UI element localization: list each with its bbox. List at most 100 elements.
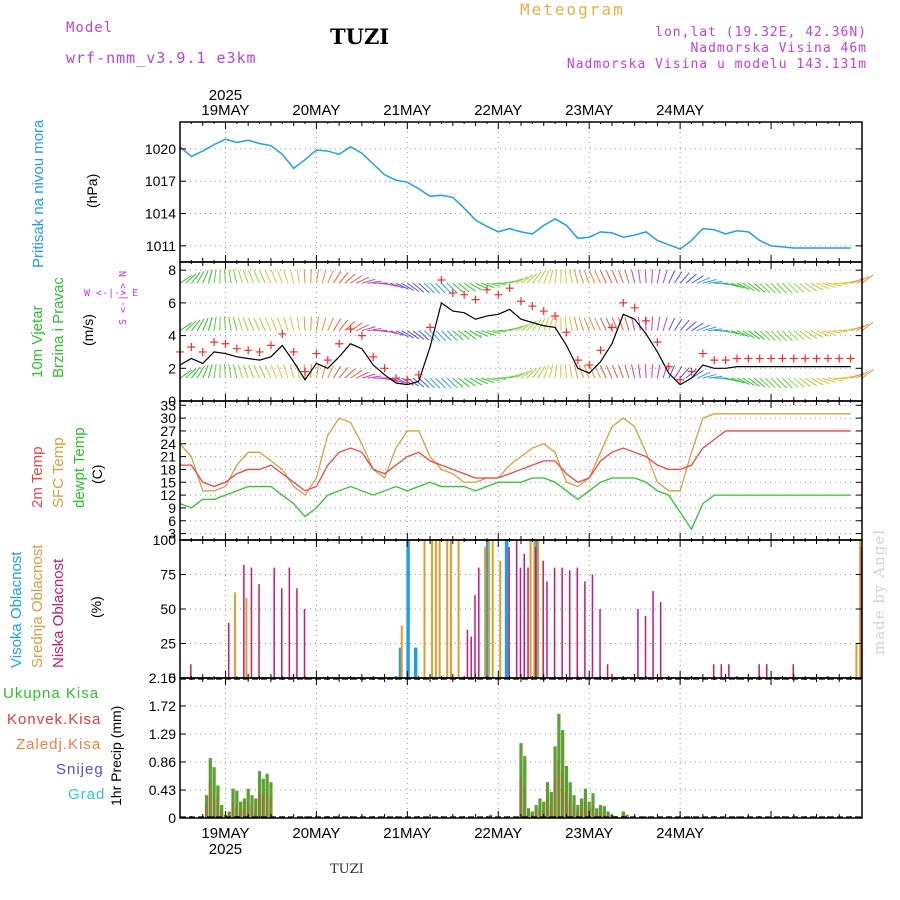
y-tick-label: 8	[168, 262, 176, 278]
wind-arrow	[475, 330, 489, 337]
wind-arrow	[242, 364, 249, 379]
wind-gust-marker	[448, 289, 457, 298]
wind-gust-marker	[357, 331, 366, 340]
wind-arrow	[350, 275, 363, 284]
wind-arrow	[247, 270, 255, 284]
wind-arrow	[264, 317, 272, 331]
footer-station: TUZI	[330, 862, 364, 877]
altitude: Nadmorska Visina 46m	[690, 41, 867, 56]
legend-conv-precip: Konvek.Kisa	[7, 711, 102, 728]
cloud-bar	[288, 567, 291, 678]
precip-conv-bar	[265, 791, 267, 818]
wind-arrow	[338, 366, 349, 379]
cloud-bar	[712, 664, 715, 678]
top-day-label: 22MAY	[474, 102, 522, 119]
wind-arrow	[804, 377, 818, 387]
meteogram-title: Meteogram	[520, 0, 625, 19]
precip-conv-bar	[220, 811, 222, 818]
precip-total-bar	[621, 811, 625, 818]
wind-arrow	[264, 365, 272, 379]
wind-arrow	[355, 324, 370, 332]
bottom-year-label: 2025	[209, 841, 242, 858]
wind-arrow	[618, 317, 624, 331]
wind-arrow	[185, 320, 197, 332]
wind-arrow	[611, 270, 619, 284]
wind-gust-marker	[221, 339, 230, 348]
wind-gust-marker	[528, 302, 537, 311]
cloud-bar	[227, 622, 230, 678]
precip-total-bar	[530, 811, 534, 818]
y-tick-label: 27	[160, 423, 176, 439]
wind-arrow	[588, 317, 596, 331]
top-day-label: 21MAY	[383, 102, 431, 119]
wind-arrow	[458, 377, 470, 388]
precip-total-bar	[595, 808, 599, 818]
wind-gust-marker	[289, 347, 298, 356]
precip-total-bar	[208, 758, 212, 818]
wind-arrow	[315, 269, 320, 284]
legend-total-precip: Ukupna Kisa	[3, 685, 100, 702]
wind-gust-marker	[403, 375, 412, 384]
precip-conv-bar	[254, 808, 256, 818]
wind-arrow	[276, 269, 283, 284]
wind-arrow	[662, 269, 668, 284]
precip-conv-bar	[242, 808, 245, 818]
wind-gust-marker	[482, 285, 491, 294]
precip-conv-bar	[572, 804, 574, 818]
coordinates: lon,lat (19.32E, 42.36N)	[655, 25, 867, 40]
precip-conv-bar	[598, 811, 601, 818]
wind-arrow	[247, 317, 255, 331]
wind-arrow	[537, 270, 546, 284]
cloud-bar	[527, 567, 529, 678]
wind-arrow	[631, 316, 636, 331]
wind-compass-we: W <-|-> E	[84, 288, 139, 299]
precip-total-bar	[557, 713, 561, 818]
wind-arrow	[578, 269, 584, 284]
wind-arrow	[481, 330, 495, 336]
cloud-bar	[508, 546, 510, 678]
wind-gust-marker	[835, 354, 844, 363]
wind-arrow	[702, 373, 717, 379]
wind-arrow	[708, 280, 723, 284]
wind-arrow	[338, 272, 349, 284]
wind-arrow	[624, 364, 630, 379]
wind-arrow	[424, 282, 435, 294]
pressure-line	[179, 138, 851, 250]
wind-arrow	[207, 364, 213, 379]
wind-arrow	[685, 321, 697, 332]
wind-arrow	[390, 282, 404, 289]
wind-arrow	[283, 269, 289, 284]
wind-arrow	[531, 366, 542, 379]
wind-arrow	[804, 330, 818, 339]
precip-conv-bar	[204, 804, 207, 818]
precip-conv-bar	[257, 791, 260, 818]
wind-arrow	[759, 282, 771, 294]
precip-conv-bar	[239, 810, 241, 818]
wind-arrow	[367, 280, 382, 284]
wind-arrow	[543, 317, 550, 331]
wind-arrow	[583, 270, 590, 284]
cloud-bar	[765, 664, 768, 678]
wind-gust-marker	[653, 338, 662, 347]
wind-arrow	[253, 270, 261, 284]
wind-arrow	[624, 269, 630, 284]
wind-arrow	[355, 371, 370, 379]
wind-arrow	[283, 364, 289, 379]
wind-arrow	[799, 377, 811, 388]
precip-conv-bar	[545, 798, 548, 818]
wind-arrow	[594, 270, 602, 284]
wind-arrow	[548, 269, 554, 284]
wind-arrow	[418, 330, 430, 341]
wind-arrow	[736, 282, 750, 290]
wind-arrow	[583, 317, 590, 331]
wind-gust-marker	[710, 356, 719, 365]
wind-arrow	[452, 330, 464, 341]
wind-arrow	[344, 273, 356, 284]
cloud-bar	[446, 540, 449, 678]
wind-arrow	[793, 377, 805, 388]
y-tick-label: 24	[160, 436, 176, 452]
wind-arrow	[573, 364, 579, 379]
wind-arrow	[270, 270, 278, 284]
precip-conv-bar	[212, 791, 214, 818]
wind-arrow	[599, 317, 607, 331]
